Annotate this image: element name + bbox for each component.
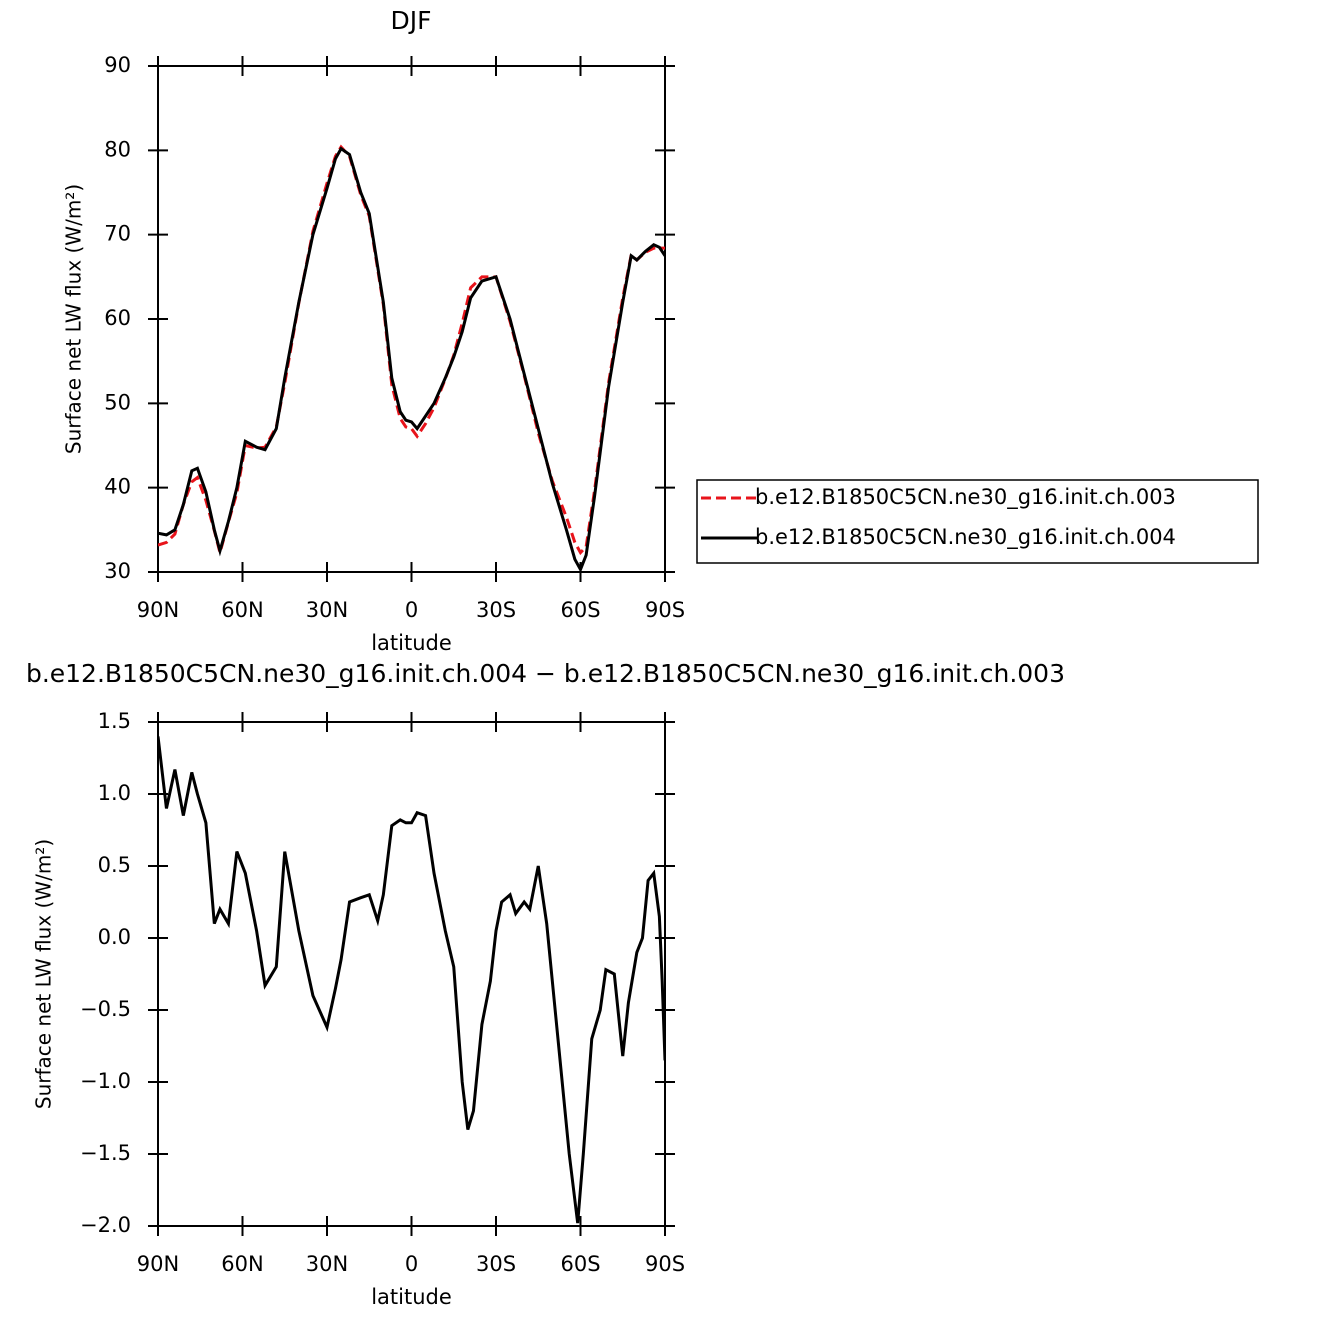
y-tick-label: 1.5 [98,709,131,733]
plot-frame [157,721,666,1227]
y-axis-label: Surface net LW flux (W/m²) [32,839,56,1109]
y-axis-label: Surface net LW flux (W/m²) [62,184,86,454]
y-tick-label: 40 [104,475,131,499]
y-tick-label: −1.0 [80,1069,131,1093]
legend-label: b.e12.B1850C5CN.ne30_g16.init.ch.003 [755,485,1176,510]
y-tick-label: −2.0 [80,1213,131,1237]
x-tick-label: 60S [560,598,600,622]
y-tick-label: 80 [104,137,131,161]
chart-title: b.e12.B1850C5CN.ne30_g16.init.ch.004 − b… [26,659,1065,688]
data-line [158,736,665,1224]
x-tick-label: 30S [476,598,516,622]
y-tick-label: 90 [104,53,131,77]
x-tick-label: 60N [221,1252,263,1276]
x-tick-label: 90N [137,598,179,622]
x-tick-label: 90S [645,1252,685,1276]
data-line [158,146,665,573]
x-tick-label: 90S [645,598,685,622]
x-axis-label: latitude [371,1285,452,1309]
y-tick-label: −0.5 [80,997,131,1021]
y-tick-label: 50 [104,390,131,414]
y-tick-label: 0.5 [98,853,131,877]
x-tick-label: 30N [306,1252,348,1276]
y-tick-label: 1.0 [98,781,131,805]
x-tick-label: 90N [137,1252,179,1276]
plot-frame [157,65,666,573]
y-tick-label: 30 [104,559,131,583]
x-tick-label: 0 [405,1252,418,1276]
data-line [158,144,665,559]
x-tick-label: 60N [221,598,263,622]
chart-title: DJF [390,6,431,35]
x-tick-label: 0 [405,598,418,622]
x-tick-label: 60S [560,1252,600,1276]
y-tick-label: −1.5 [80,1141,131,1165]
y-tick-label: 60 [104,306,131,330]
legend-box [696,479,1259,564]
y-tick-label: 70 [104,222,131,246]
y-tick-label: 0.0 [98,925,131,949]
x-tick-label: 30N [306,598,348,622]
legend-label: b.e12.B1850C5CN.ne30_g16.init.ch.004 [755,525,1176,550]
x-axis-label: latitude [371,631,452,655]
x-tick-label: 30S [476,1252,516,1276]
